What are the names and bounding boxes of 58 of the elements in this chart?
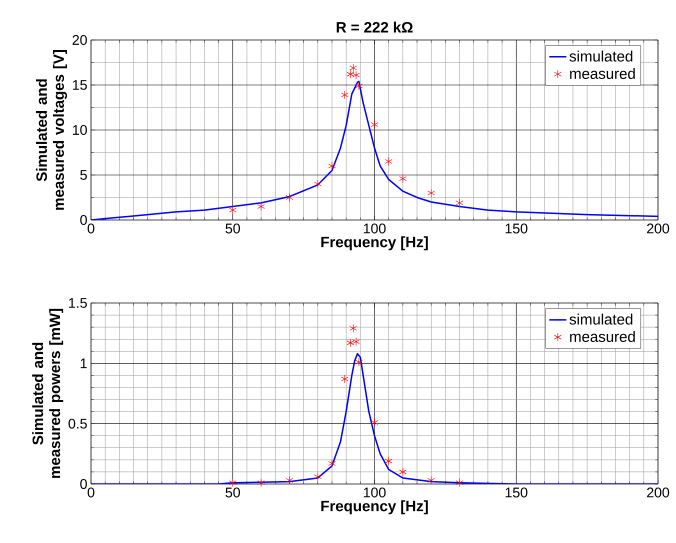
chart-title: R = 222 kΩ [336, 22, 413, 32]
y-tick-label: 5 [80, 170, 87, 180]
x-tick-label: 100 [364, 224, 386, 234]
y-tick-label: 0 [80, 479, 87, 489]
point [352, 337, 360, 346]
point [370, 418, 378, 427]
x-axis-title: Frequency [Hz] [321, 236, 428, 250]
point [399, 468, 407, 476]
x-axis-title: Frequency [Hz] [321, 500, 428, 514]
point [328, 459, 336, 468]
point [355, 358, 363, 366]
y-tick-label: 0 [80, 215, 87, 225]
x-tick-label: 200 [647, 224, 670, 234]
x-tick-label: 50 [226, 224, 240, 234]
point [399, 174, 407, 183]
y-tick-label: 20 [72, 35, 87, 45]
y-axis-title: Simulated and measured powers [mW] [32, 308, 64, 478]
y-tick-label: 15 [72, 80, 87, 90]
point [328, 162, 336, 170]
legend-label: simulated [570, 50, 632, 62]
legend-label: simulated [570, 314, 632, 325]
point [456, 478, 464, 488]
point [257, 202, 265, 211]
point [346, 338, 354, 348]
point [340, 374, 348, 384]
y-tick-label: 0.5 [68, 418, 87, 429]
point [355, 82, 363, 90]
x-tick-label: 0 [88, 488, 94, 498]
point [346, 70, 354, 78]
point [340, 90, 348, 100]
point [228, 478, 237, 488]
line-series [91, 80, 658, 220]
legend-label: measured [570, 68, 635, 79]
x-tick-label: 150 [506, 488, 528, 498]
point [370, 120, 378, 129]
y-tick-label: 1.5 [69, 298, 87, 308]
point [286, 476, 294, 485]
point [314, 472, 322, 482]
point [286, 193, 294, 202]
x-tick-label: 100 [364, 488, 386, 498]
y-tick-label: 10 [72, 125, 87, 135]
y-axis-title: Simulated and measured voltages [V] [36, 50, 68, 210]
legend-label: measured [570, 330, 635, 342]
y-tick-label: 1 [80, 358, 87, 368]
x-tick-label: 50 [226, 488, 240, 498]
point [257, 478, 265, 488]
point [349, 324, 358, 333]
line-series [91, 352, 658, 484]
point [384, 456, 392, 466]
x-tick-label: 0 [88, 224, 94, 234]
point [427, 188, 435, 198]
point [456, 198, 464, 208]
x-tick-label: 150 [506, 224, 528, 234]
x-tick-label: 200 [647, 488, 670, 498]
point [314, 180, 322, 188]
point [384, 157, 392, 166]
point [228, 206, 237, 214]
point [427, 476, 435, 485]
